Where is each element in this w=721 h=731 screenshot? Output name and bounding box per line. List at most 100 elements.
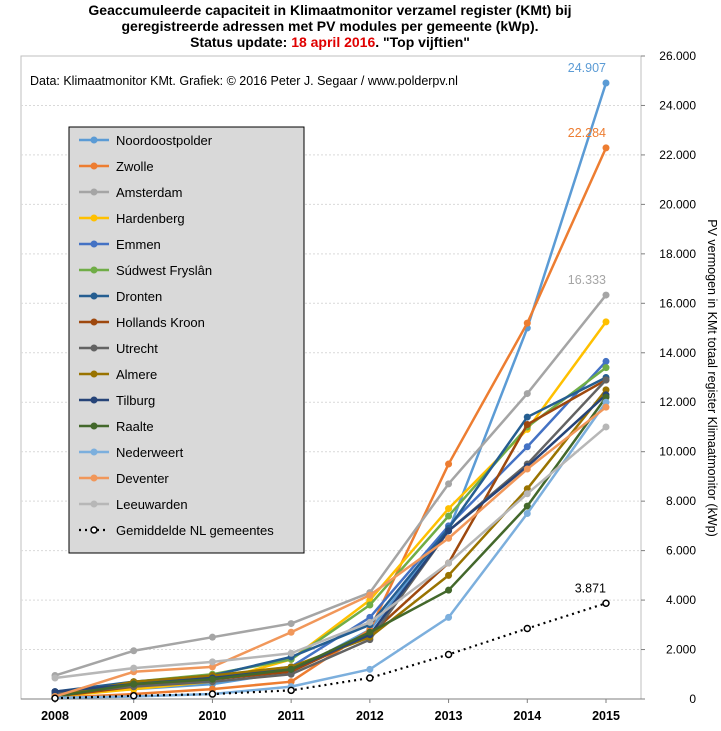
x-tick-label: 2009	[120, 709, 148, 723]
data-point	[445, 613, 453, 621]
y-tick-label: 16.000	[659, 296, 696, 310]
data-point	[287, 628, 295, 636]
legend-label: Gemiddelde NL gemeentes	[116, 523, 274, 538]
legend-marker	[90, 162, 98, 170]
x-tick-label: 2014	[513, 709, 541, 723]
y-tick-label: 20.000	[659, 197, 696, 211]
data-point	[208, 658, 216, 666]
legend-label: Emmen	[116, 237, 161, 252]
legend-label: Leeuwarden	[116, 497, 188, 512]
data-label: 22.284	[568, 126, 606, 140]
legend-box	[68, 126, 305, 554]
data-point	[602, 393, 610, 401]
data-point	[287, 670, 295, 678]
y-tick-label: 10.000	[659, 445, 696, 459]
legend-item: Súdwest Fryslân	[79, 263, 212, 278]
title-line-1: Geaccumuleerde capaciteit in Klimaatmoni…	[88, 2, 572, 18]
data-point	[523, 624, 532, 633]
x-tick-label: 2010	[199, 709, 227, 723]
y-tick-label: 18.000	[659, 247, 696, 261]
legend-marker	[90, 188, 98, 196]
data-point	[445, 534, 453, 542]
legend-marker	[90, 344, 98, 352]
x-tick-label: 2008	[41, 709, 69, 723]
legend-label: Tilburg	[116, 393, 155, 408]
data-labels: 24.907 22.284 16.333 3.871	[568, 61, 606, 595]
data-point	[366, 601, 374, 609]
legend: Noordoostpolder Zwolle Amsterdam Hardenberg…	[68, 126, 305, 554]
series-15	[51, 599, 610, 703]
legend-item: Zwolle	[79, 159, 154, 174]
data-point	[444, 650, 453, 659]
legend-item: Amsterdam	[79, 185, 182, 200]
data-point	[523, 465, 531, 473]
data-point	[445, 571, 453, 579]
data-point	[602, 376, 610, 384]
series-line	[54, 426, 607, 680]
data-point	[208, 675, 216, 683]
title-status-date: 18 april 2016	[291, 34, 376, 50]
legend-marker	[90, 500, 98, 508]
data-point	[602, 403, 610, 411]
data-point	[366, 628, 374, 636]
data-point	[602, 423, 610, 431]
legend-marker	[90, 318, 98, 326]
legend-marker	[90, 292, 98, 300]
series-line	[54, 294, 607, 677]
legend-item: Dronten	[79, 289, 162, 304]
legend-label: Almere	[116, 367, 157, 382]
legend-marker	[90, 266, 98, 274]
data-point	[129, 692, 138, 700]
data-label: 24.907	[568, 61, 606, 75]
title-line-2: geregistreerde adressen met PV modules p…	[121, 18, 539, 34]
y-axis: 0 2.000 4.000 6.000 8.000 10.000 12.000 14.000 1…	[641, 49, 696, 706]
data-point	[445, 559, 453, 567]
data-point	[523, 390, 531, 398]
data-point	[523, 510, 531, 518]
data-point	[208, 663, 216, 671]
legend-marker	[90, 214, 98, 222]
y-tick-label: 6.000	[666, 544, 696, 558]
data-point	[523, 443, 531, 451]
y-tick-label: 4.000	[666, 593, 696, 607]
legend-marker	[90, 422, 98, 430]
data-point	[366, 674, 374, 682]
data-point	[287, 665, 295, 673]
data-point	[445, 480, 453, 488]
y-tick-label: 12.000	[659, 395, 696, 409]
data-point	[602, 144, 610, 152]
legend-item: Nederweert	[79, 445, 184, 460]
data-point	[51, 694, 59, 703]
data-point	[130, 664, 138, 672]
data-point	[523, 502, 531, 510]
x-axis: 2008 2009 2010 2011 2012 2013 2014 2015	[21, 698, 641, 723]
data-point	[287, 620, 295, 628]
y-tick-label: 2.000	[666, 643, 696, 657]
legend-item: Emmen	[79, 237, 161, 252]
legend-item: Almere	[79, 367, 157, 382]
legend-item: Gemiddelde NL gemeentes	[79, 523, 274, 538]
title-status-suffix: . "Top vijftien"	[375, 34, 470, 50]
data-point	[445, 527, 453, 535]
data-point	[51, 688, 59, 696]
data-point	[130, 680, 138, 688]
data-label: 3.871	[575, 581, 606, 595]
data-point	[445, 512, 453, 520]
y-tick-label: 8.000	[666, 494, 696, 508]
data-point	[602, 398, 610, 406]
y-axis-title: PV vermogen in KMt totaal register Klima…	[705, 219, 719, 536]
legend-marker	[90, 136, 98, 144]
series-line	[54, 379, 607, 695]
x-tick-label: 2015	[592, 709, 620, 723]
data-point	[523, 319, 531, 327]
data-point	[287, 649, 295, 657]
legend-label: Nederweert	[116, 445, 184, 460]
chart-title: Geaccumuleerde capaciteit in Klimaatmoni…	[0, 2, 660, 50]
series-line	[54, 406, 607, 698]
data-point	[523, 485, 531, 493]
data-point	[366, 665, 374, 673]
y-tick-label: 14.000	[659, 346, 696, 360]
legend-marker	[90, 448, 98, 456]
legend-label: Amsterdam	[116, 185, 182, 200]
